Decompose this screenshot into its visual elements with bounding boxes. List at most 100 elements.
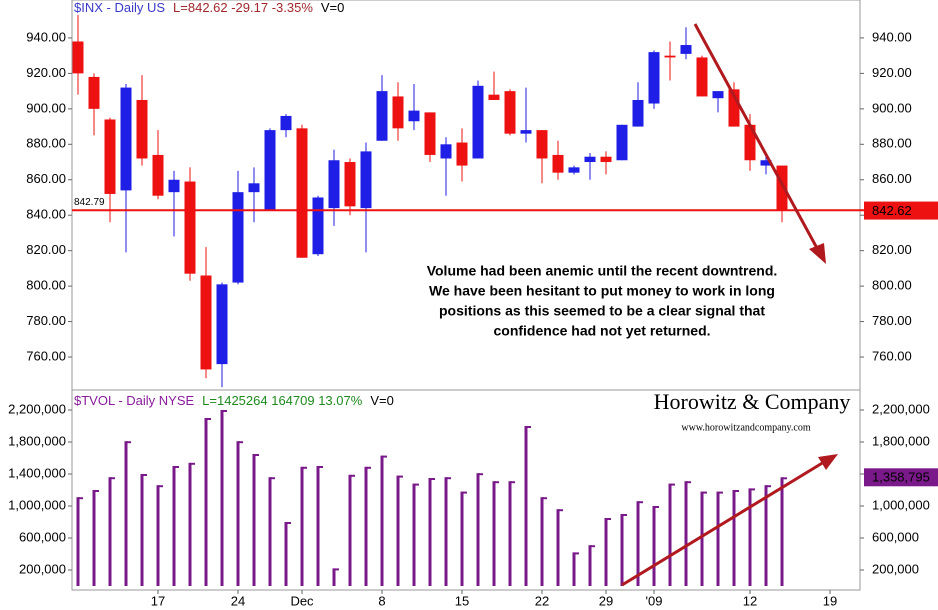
y-tick-label-right: 900.00 [872, 100, 912, 115]
volume-bar [188, 462, 192, 586]
y-tick-label-right: 820.00 [872, 242, 912, 257]
annotation-line: Volume had been anemic until the recent … [427, 263, 778, 279]
y-tick-label: 760.00 [26, 348, 66, 363]
y-tick-label-right: 2,200,000 [872, 401, 930, 416]
x-tick-label: 17 [151, 593, 165, 608]
candle-body [440, 144, 452, 159]
y-tick-label: 920.00 [26, 65, 66, 80]
volume-bar [460, 491, 464, 586]
header-part: L=842.62 -29.17 -3.35% [173, 0, 313, 15]
candle-body [472, 85, 484, 159]
candle-body [776, 165, 788, 210]
x-tick-label: Dec [290, 593, 314, 608]
y-tick-label: 840.00 [26, 207, 66, 222]
x-tick-label: 29 [599, 593, 613, 608]
annotation-layer: Volume had been anemic until the recent … [427, 23, 851, 587]
volume-bar [508, 481, 512, 586]
candle-body [248, 183, 260, 193]
y-tick-label: 780.00 [26, 313, 66, 328]
header-part: V=0 [321, 0, 345, 15]
y-tick-label: 1,400,000 [8, 465, 66, 480]
candle-body [120, 87, 132, 191]
x-tick-label: 19 [823, 593, 837, 608]
volume-bar [396, 475, 400, 586]
arrow-head [809, 243, 826, 264]
candle-body [680, 45, 692, 54]
volume-bar [620, 514, 624, 586]
panel-header: $TVOL - Daily NYSE L=1425264 164709 13.07… [74, 393, 394, 408]
annotation-line: positions as this seemed to be a clear s… [439, 303, 765, 319]
trend-arrow [621, 460, 825, 587]
x-tick-label: 24 [231, 593, 245, 608]
header-part: $TVOL - Daily NYSE [74, 393, 194, 408]
volume-bar [732, 490, 736, 586]
volume-bar [668, 483, 672, 586]
brand: Horowitz & Company [654, 389, 851, 414]
y-tick-label: 200,000 [19, 561, 66, 576]
candle-body [552, 154, 564, 173]
y-tick-label: 820.00 [26, 242, 66, 257]
candle-body [456, 142, 468, 166]
candle-body [376, 91, 388, 141]
y-tick-label-right: 760.00 [872, 348, 912, 363]
candle-body [424, 112, 436, 155]
volume-bar [204, 418, 208, 586]
candle-body [168, 179, 180, 193]
annotation-line: We have been hesitant to put money to wo… [429, 283, 775, 299]
x-tick-label: 8 [378, 593, 385, 608]
trend-arrow [693, 23, 820, 251]
volume-bar [700, 491, 704, 586]
candle-body [648, 52, 660, 104]
y-tick-label-right: 200,000 [872, 561, 919, 576]
volume-bar [428, 478, 432, 586]
y-tick-label: 860.00 [26, 171, 66, 186]
candle-body [296, 128, 308, 258]
volume-bar [748, 488, 752, 586]
candle-body [696, 57, 708, 97]
volume-bar [124, 441, 128, 586]
brand-url: www.horowitzandcompany.com [681, 422, 810, 433]
y-tick-label-right: 800.00 [872, 278, 912, 293]
candle-body [632, 99, 644, 127]
y-tick-label-right: 1,800,000 [872, 433, 930, 448]
volume-bar [252, 454, 256, 586]
last-value-tag [864, 468, 938, 487]
volume-bar [92, 490, 96, 586]
volume-bar [348, 474, 352, 586]
y-tick-label-right: 880.00 [872, 136, 912, 151]
volume-bar [540, 497, 544, 586]
candle-body [728, 89, 740, 127]
candle-body [344, 162, 356, 207]
candle-body [360, 151, 372, 209]
volume-bar [556, 509, 560, 586]
volume-bar [140, 474, 144, 586]
volume-bar [156, 485, 160, 586]
candle-body [520, 130, 532, 134]
volume-bar [588, 545, 592, 586]
candle-body [152, 154, 164, 196]
volume-bar [316, 466, 320, 586]
y-tick-label-right: 920.00 [872, 65, 912, 80]
header-part: L=1425264 164709 13.07% [202, 393, 363, 408]
volume-bar [444, 477, 448, 586]
candle-body [584, 156, 596, 163]
y-tick-label-right: 940.00 [872, 29, 912, 44]
candle-body [536, 130, 548, 159]
candle-body [712, 91, 724, 99]
panel-header: $INX - Daily US L=842.62 -29.17 -3.35% V=0 [74, 0, 344, 15]
volume-bar [684, 481, 688, 586]
x-tick-label: 12 [743, 593, 757, 608]
candle-body [328, 160, 340, 209]
y-tick-label-right: 780.00 [872, 313, 912, 328]
reference-label: 842.79 [74, 197, 105, 208]
y-tick-label: 2,200,000 [8, 401, 66, 416]
candle-body [600, 156, 612, 163]
volume-bar [364, 466, 368, 586]
volume-bar [764, 485, 768, 586]
volume-bar [220, 410, 224, 586]
volume-bar [172, 466, 176, 586]
candle-body [408, 110, 420, 122]
candle-body [232, 192, 244, 283]
y-tick-label: 1,800,000 [8, 433, 66, 448]
